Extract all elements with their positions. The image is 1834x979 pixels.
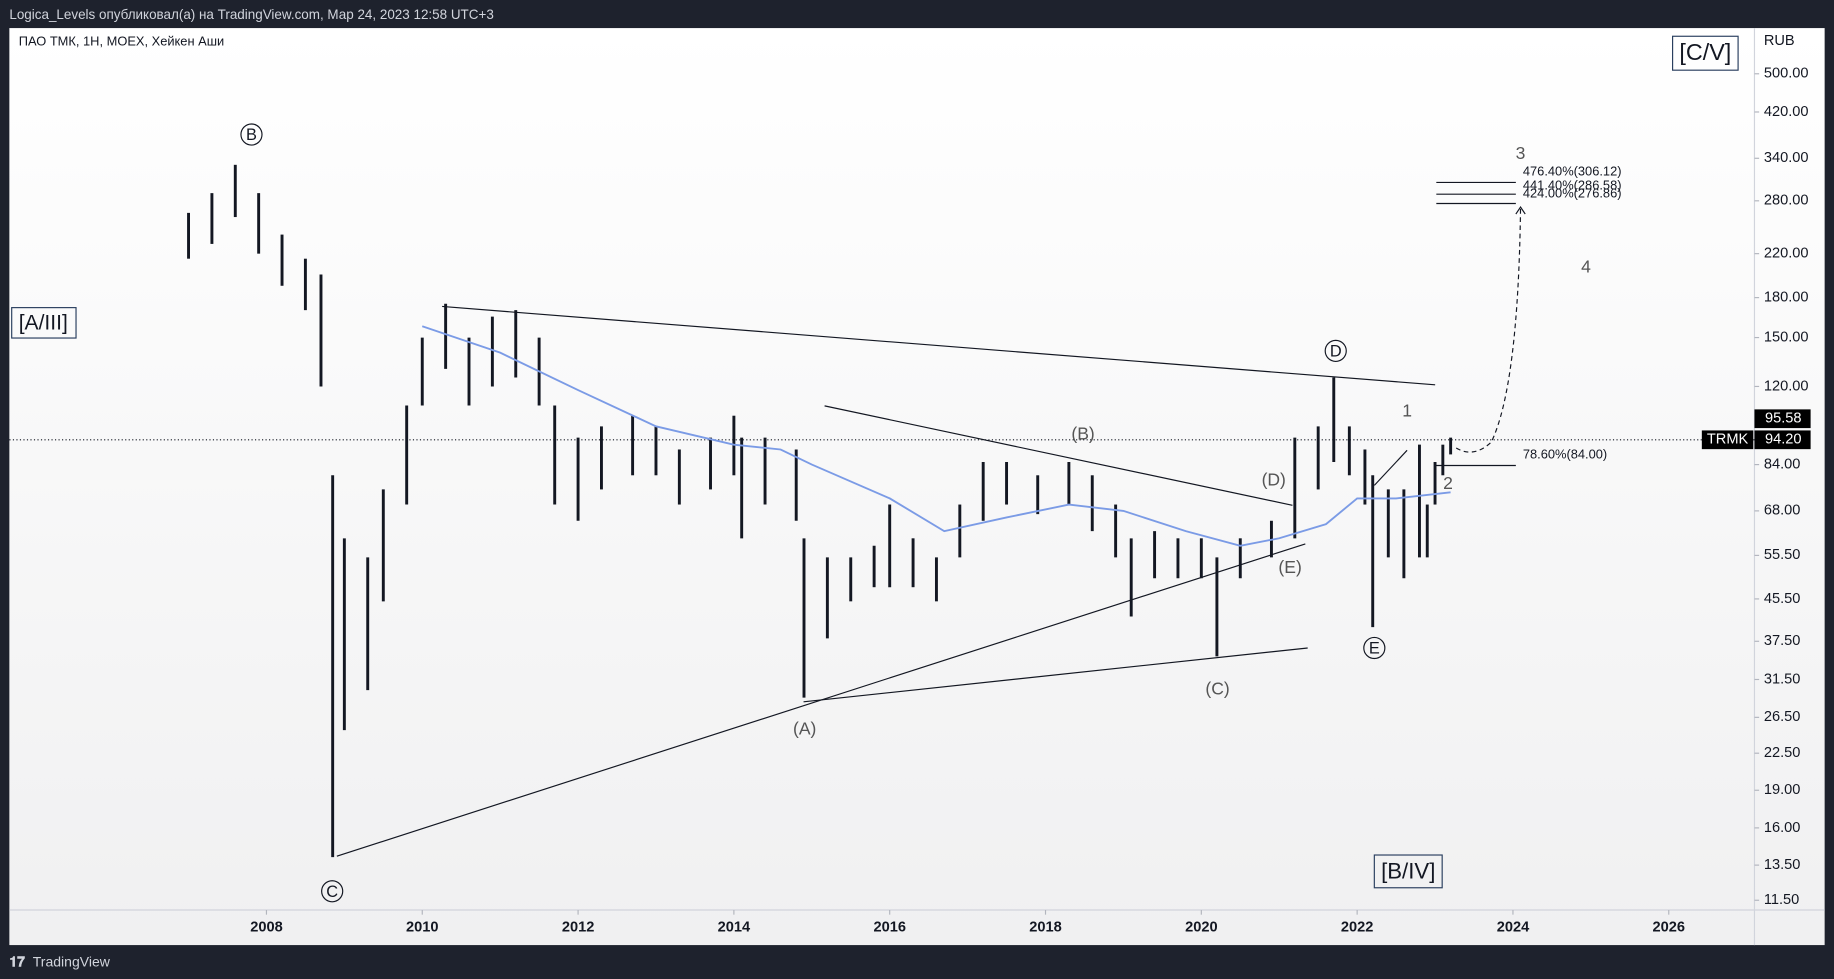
price-tag <box>1754 430 1811 450</box>
fib-label: 78.60%(84.00) <box>1523 446 1607 461</box>
y-tick-label: 150.00 <box>1764 329 1809 345</box>
y-tick-label: 84.00 <box>1764 456 1801 472</box>
trend-line <box>1373 449 1408 486</box>
fib-label: 441.40%(286.58) <box>1523 177 1622 192</box>
wave-circle <box>1363 636 1386 660</box>
y-tick-label: 11.50 <box>1764 892 1799 908</box>
y-tick-label: 26.50 <box>1764 709 1801 725</box>
projection <box>1455 208 1522 453</box>
wave-label: E <box>1369 639 1380 657</box>
y-tick-label: 120.00 <box>1764 378 1809 394</box>
price-label: 95.58 <box>1765 411 1802 427</box>
y-tick-label: 45.50 <box>1764 591 1801 607</box>
wave-label: 3 <box>1516 143 1526 163</box>
y-tick-label: 280.00 <box>1764 193 1809 209</box>
footer-logo: 𝟏𝟕 <box>9 953 25 969</box>
x-tick-label: 2020 <box>1185 919 1218 935</box>
chart-title: ПАО ТМК, 1Н, MOEX, Хейкен Аши <box>19 34 225 49</box>
degree-box <box>1672 35 1739 71</box>
x-tick-label: 2008 <box>250 919 283 935</box>
degree-label: [C/V] <box>1679 39 1731 65</box>
y-unit: RUB <box>1764 33 1795 49</box>
x-tick-label: 2018 <box>1029 919 1062 935</box>
symbol-label: TRMK <box>1707 432 1749 448</box>
x-tick-label: 2022 <box>1341 919 1374 935</box>
y-tick-label: 420.00 <box>1764 104 1809 120</box>
x-tick-label: 2010 <box>406 919 439 935</box>
price-label: 94.20 <box>1765 432 1802 448</box>
degree-label: [B/IV] <box>1381 858 1435 883</box>
wave-label: (B) <box>1071 424 1094 444</box>
wave-label: C <box>326 883 338 901</box>
x-tick-label: 2012 <box>562 919 595 935</box>
y-tick-label: 55.50 <box>1764 547 1801 563</box>
x-tick-label: 2016 <box>873 919 906 935</box>
y-tick-label: 68.00 <box>1764 503 1801 519</box>
y-tick-label: 19.00 <box>1764 782 1801 798</box>
trend-line <box>442 305 1436 386</box>
wave-label: 1 <box>1402 400 1412 420</box>
trend-line <box>803 647 1308 703</box>
wave-label: (E) <box>1278 557 1301 577</box>
y-tick-label: 13.50 <box>1764 857 1801 873</box>
wave-label: (C) <box>1205 679 1229 699</box>
wave-label: (A) <box>793 719 816 739</box>
projection-arrow <box>1515 205 1526 215</box>
wave-label: (D) <box>1262 469 1286 489</box>
fib-label: 424.00%(276.86) <box>1523 186 1622 201</box>
moving-average <box>421 325 1451 547</box>
price-tag <box>1754 409 1811 429</box>
wave-label: 4 <box>1581 256 1591 276</box>
wave-circle <box>321 880 344 903</box>
y-tick-label: 500.00 <box>1764 66 1809 82</box>
y-tick-label: 340.00 <box>1764 150 1809 166</box>
footer-brand: TradingView <box>33 953 111 969</box>
y-tick-label: 31.50 <box>1764 671 1801 687</box>
wave-label: D <box>1330 342 1342 360</box>
y-tick-label: 180.00 <box>1764 289 1809 305</box>
trend-line <box>824 405 1293 506</box>
degree-box <box>11 307 77 339</box>
wave-label: B <box>246 126 257 144</box>
x-tick-label: 2014 <box>718 919 751 935</box>
wave-circle <box>240 123 263 146</box>
wave-circle <box>1324 339 1347 363</box>
wave-label: 2 <box>1443 473 1453 493</box>
x-tick-label: 2024 <box>1497 919 1530 935</box>
fib-label: 476.40%(306.12) <box>1523 163 1622 178</box>
header-text: Logica_Levels опубликовал(а) на TradingV… <box>9 7 493 22</box>
y-tick-label: 220.00 <box>1764 246 1809 262</box>
y-tick-label: 22.50 <box>1764 745 1801 761</box>
y-tick-label: 16.00 <box>1764 820 1801 836</box>
y-tick-label: 37.50 <box>1764 633 1801 649</box>
degree-label: [A/III] <box>19 312 68 335</box>
x-tick-label: 2026 <box>1653 919 1686 935</box>
symbol-tag <box>1701 430 1754 450</box>
degree-box <box>1373 854 1443 889</box>
plot-area <box>9 28 1825 946</box>
